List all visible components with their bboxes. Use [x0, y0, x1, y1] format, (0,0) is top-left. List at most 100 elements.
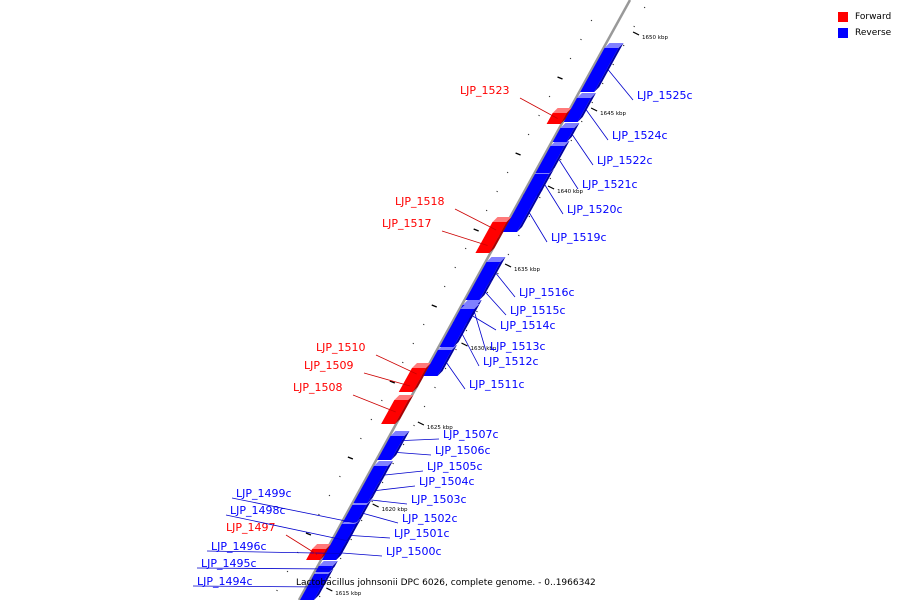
- gene-feature[interactable]: [535, 141, 570, 173]
- gene-label[interactable]: LJP_1496c: [211, 540, 267, 553]
- gene-label[interactable]: LJP_1516c: [519, 286, 575, 299]
- leader-line: [519, 97, 558, 119]
- minor-tick: [643, 6, 646, 9]
- gene-block[interactable]: [329, 524, 356, 547]
- gene-label[interactable]: LJP_1515c: [510, 304, 566, 317]
- gene-block[interactable]: [465, 285, 488, 300]
- gene-feature[interactable]: [381, 395, 414, 424]
- gene-feature[interactable]: [580, 43, 624, 92]
- gene-block[interactable]: [552, 128, 575, 142]
- minor-tick: [339, 557, 342, 560]
- gene-label[interactable]: LJP_1511c: [469, 378, 525, 391]
- gene-block[interactable]: [473, 262, 501, 285]
- gene-block[interactable]: [503, 194, 538, 232]
- gene-label[interactable]: LJP_1502c: [402, 512, 458, 525]
- gene-label[interactable]: LJP_1510: [316, 341, 366, 354]
- legend-label-forward: Forward: [855, 11, 892, 22]
- gene-label[interactable]: LJP_1500c: [386, 545, 442, 558]
- leader-line: [231, 497, 359, 524]
- minor-tick: [506, 171, 509, 174]
- gene-feature[interactable]: [473, 257, 506, 285]
- minor-tick: [381, 399, 383, 402]
- kbp-tick-label: 1615 kbp: [335, 591, 361, 597]
- gene-label[interactable]: LJP_1523: [460, 84, 510, 97]
- gene-feature[interactable]: [385, 431, 410, 445]
- gene-label[interactable]: LJP_1518: [395, 195, 445, 208]
- gene-label[interactable]: LJP_1507c: [443, 428, 499, 441]
- gene-label[interactable]: LJP_1525c: [637, 89, 693, 102]
- gene-label[interactable]: LJP_1520c: [567, 203, 623, 216]
- gene-label[interactable]: LJP_1499c: [236, 487, 292, 500]
- gene-block[interactable]: [522, 174, 550, 196]
- gene-block[interactable]: [535, 146, 565, 173]
- gene-block[interactable]: [385, 436, 405, 445]
- gene-label[interactable]: LJP_1503c: [411, 493, 467, 506]
- kbp-tick-label: 1635 kbp: [514, 267, 540, 273]
- gene-label[interactable]: LJP_1513c: [490, 340, 546, 353]
- gene-feature[interactable]: [363, 461, 393, 484]
- minor-tick: [347, 456, 354, 460]
- gene-block[interactable]: [343, 505, 367, 522]
- gene-label[interactable]: LJP_1512c: [483, 355, 539, 368]
- minor-tick: [518, 234, 520, 237]
- gene-label[interactable]: LJP_1494c: [197, 575, 253, 588]
- leader-line: [375, 354, 417, 375]
- gene-label[interactable]: LJP_1504c: [419, 475, 475, 488]
- gene-feature[interactable]: [306, 544, 332, 560]
- gene-block[interactable]: [377, 445, 400, 460]
- gene-label[interactable]: LJP_1506c: [435, 444, 491, 457]
- gene-block-side: [377, 461, 393, 484]
- kbp-tick-label: 1650 kbp: [642, 35, 668, 41]
- gene-label[interactable]: LJP_1524c: [612, 129, 668, 142]
- gene-label[interactable]: LJP_1505c: [427, 460, 483, 473]
- gene-block[interactable]: [563, 98, 591, 122]
- gene-feature[interactable]: [563, 93, 596, 122]
- gene-label[interactable]: LJP_1509: [304, 359, 354, 372]
- kbp-tick: [326, 587, 333, 592]
- kbp-tick-label: 1630 kbp: [470, 346, 496, 352]
- gene-label[interactable]: LJP_1517: [382, 217, 432, 230]
- gene-block[interactable]: [580, 48, 619, 92]
- gene-feature[interactable]: [552, 123, 580, 142]
- gene-feature[interactable]: [483, 217, 512, 238]
- gene-block[interactable]: [546, 113, 567, 124]
- gene-label[interactable]: LJP_1495c: [201, 557, 257, 570]
- gene-block-top: [560, 123, 580, 128]
- gene-feature[interactable]: [546, 108, 572, 124]
- gene-block[interactable]: [356, 484, 378, 497]
- gene-label[interactable]: LJP_1519c: [551, 231, 607, 244]
- gene-block[interactable]: [363, 466, 388, 484]
- gene-block[interactable]: [439, 322, 468, 347]
- gene-label[interactable]: LJP_1522c: [597, 154, 653, 167]
- gene-label[interactable]: LJP_1521c: [582, 178, 638, 191]
- gene-block[interactable]: [452, 309, 475, 323]
- gene-label[interactable]: LJP_1514c: [500, 319, 556, 332]
- gene-feature[interactable]: [452, 304, 480, 323]
- gene-block[interactable]: [423, 350, 452, 376]
- gene-label[interactable]: LJP_1508: [293, 381, 343, 394]
- gene-block[interactable]: [353, 497, 371, 503]
- gene-block-top: [462, 300, 482, 305]
- gene-label[interactable]: LJP_1501c: [394, 527, 450, 540]
- genome-axis: [297, 0, 632, 600]
- minor-tick: [560, 158, 562, 161]
- gene-block[interactable]: [483, 222, 507, 238]
- minor-tick: [423, 405, 426, 408]
- gene-block[interactable]: [306, 549, 327, 560]
- leader-line: [397, 452, 432, 456]
- gene-label[interactable]: LJP_1498c: [230, 504, 286, 517]
- legend-label-reverse: Reverse: [855, 27, 892, 38]
- gene-block-top: [460, 304, 480, 309]
- gene-feature[interactable]: [423, 345, 457, 376]
- minor-tick: [622, 44, 625, 47]
- gene-label[interactable]: LJP_1497: [226, 521, 276, 534]
- minor-tick: [465, 329, 468, 332]
- kbp-tick: [590, 107, 598, 112]
- minor-tick: [496, 190, 498, 193]
- minor-tick: [590, 19, 593, 22]
- gene-block-side: [549, 141, 570, 173]
- minor-tick: [402, 443, 405, 446]
- forward-swatch: [838, 11, 848, 22]
- minor-tick: [557, 76, 563, 80]
